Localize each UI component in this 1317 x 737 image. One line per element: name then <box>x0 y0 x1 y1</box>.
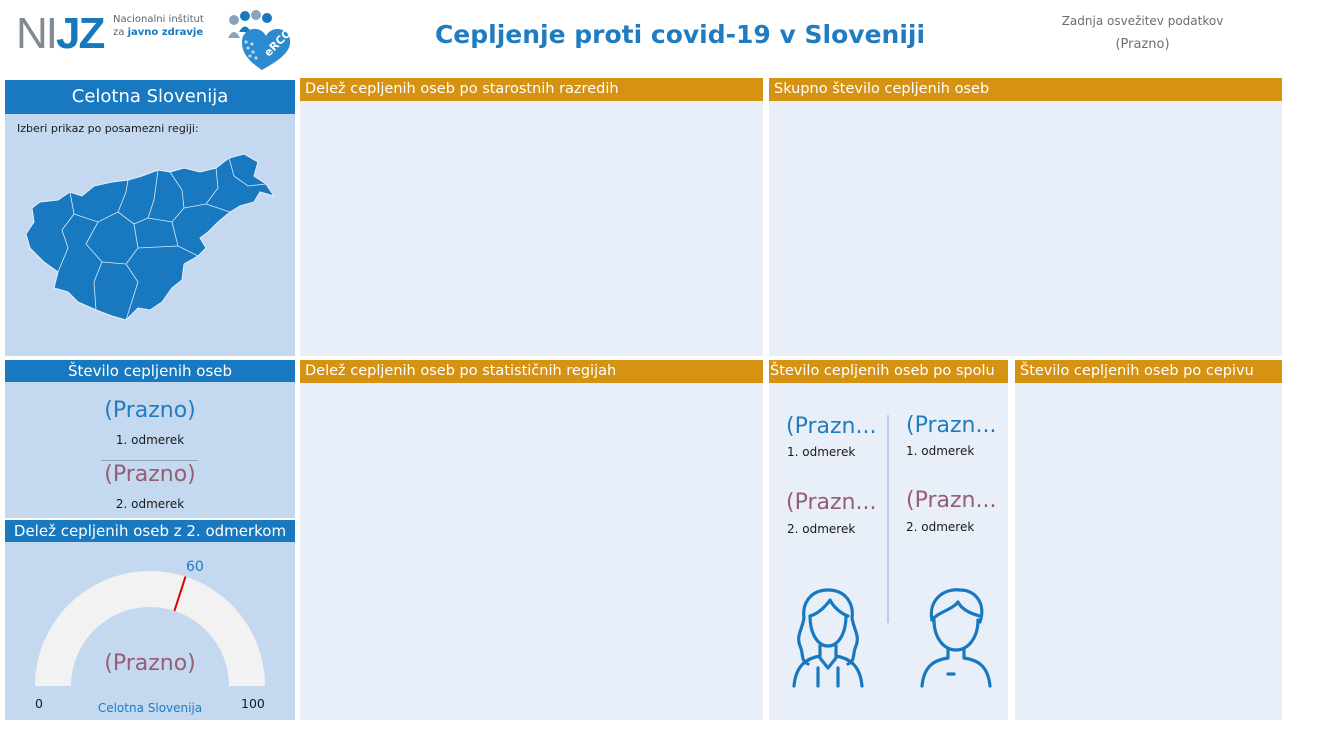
nijz-logo-line2-bold: javno zdravje <box>127 27 204 38</box>
gauge-arc <box>35 571 265 686</box>
female-dose1-label: 1. odmerek <box>787 445 856 459</box>
female-dose2-label: 2. odmerek <box>787 522 856 536</box>
vaccinated-count-panel <box>5 360 295 518</box>
count-divider <box>101 460 198 461</box>
gender-divider <box>887 415 889 623</box>
vaccinated-count-title: Število cepljenih oseb <box>5 360 295 382</box>
total-count-panel <box>769 78 1282 356</box>
dose1-count-label: 1. odmerek <box>115 433 185 447</box>
male-dose2-value: (Prazn... <box>906 488 997 513</box>
nijz-logo-line2: za javno zdravje <box>113 26 204 39</box>
stat-region-panel <box>300 360 763 720</box>
total-count-title: Skupno število cepljenih oseb <box>769 78 1282 101</box>
nijz-logo: NIJZ <box>16 9 105 58</box>
gauge-region-label: Celotna Slovenija <box>97 701 203 715</box>
share-dose2-gauge <box>35 571 265 686</box>
gauge-max-label: 100 <box>241 696 265 711</box>
share-dose2-panel <box>5 520 295 720</box>
male-dose1-value: (Prazn... <box>906 413 997 438</box>
male-avatar-icon <box>920 588 992 688</box>
nijz-logo-line2-prefix: za <box>113 27 125 38</box>
gauge-target-marker <box>173 576 187 612</box>
nijz-logo-line1: Nacionalni inštitut <box>113 14 204 25</box>
share-dose2-title: Delež cepljenih oseb z 2. odmerkom <box>5 520 295 542</box>
erco-logo-icon: eRCO <box>228 10 294 70</box>
male-dose2-label: 2. odmerek <box>906 520 975 534</box>
share-dose2-value: (Prazno) <box>104 651 196 676</box>
vaccine-title: Število cepljenih oseb po cepivu <box>1015 360 1282 383</box>
male-dose1-label: 1. odmerek <box>906 444 975 458</box>
dose1-count-value: (Prazno) <box>104 398 196 423</box>
gender-title: Število cepljenih oseb po spolu <box>769 360 1008 383</box>
gauge-target-label: 60 <box>186 559 204 575</box>
vaccine-panel <box>1015 360 1282 720</box>
age-share-panel <box>300 78 763 356</box>
nijz-logo-text: Nacionalni inštitut za javno zdravje <box>113 13 204 39</box>
female-dose1-value: (Prazn... <box>786 414 877 439</box>
age-share-title: Delež cepljenih oseb po starostnih razre… <box>300 78 763 101</box>
last-update-label: Zadnja osvežitev podatkov <box>1061 14 1224 28</box>
last-update-value: (Prazno) <box>1115 37 1170 52</box>
dose2-count-label: 2. odmerek <box>115 497 185 511</box>
region-hint: Izberi prikaz po posamezni regiji: <box>17 122 199 135</box>
female-avatar-icon <box>792 588 864 688</box>
nijz-logo-jz: JZ <box>56 9 105 58</box>
page-title: Cepljenje proti covid-19 v Sloveniji <box>434 20 926 49</box>
female-dose2-value: (Prazn... <box>786 490 877 515</box>
nijz-logo-ni: NI <box>16 9 58 58</box>
dose2-count-value: (Prazno) <box>104 462 196 487</box>
gauge-min-label: 0 <box>35 696 43 711</box>
stat-region-title: Delež cepljenih oseb po statističnih reg… <box>300 360 763 383</box>
slovenia-map-icon[interactable] <box>22 152 278 324</box>
region-panel-title[interactable]: Celotna Slovenija <box>5 80 295 114</box>
